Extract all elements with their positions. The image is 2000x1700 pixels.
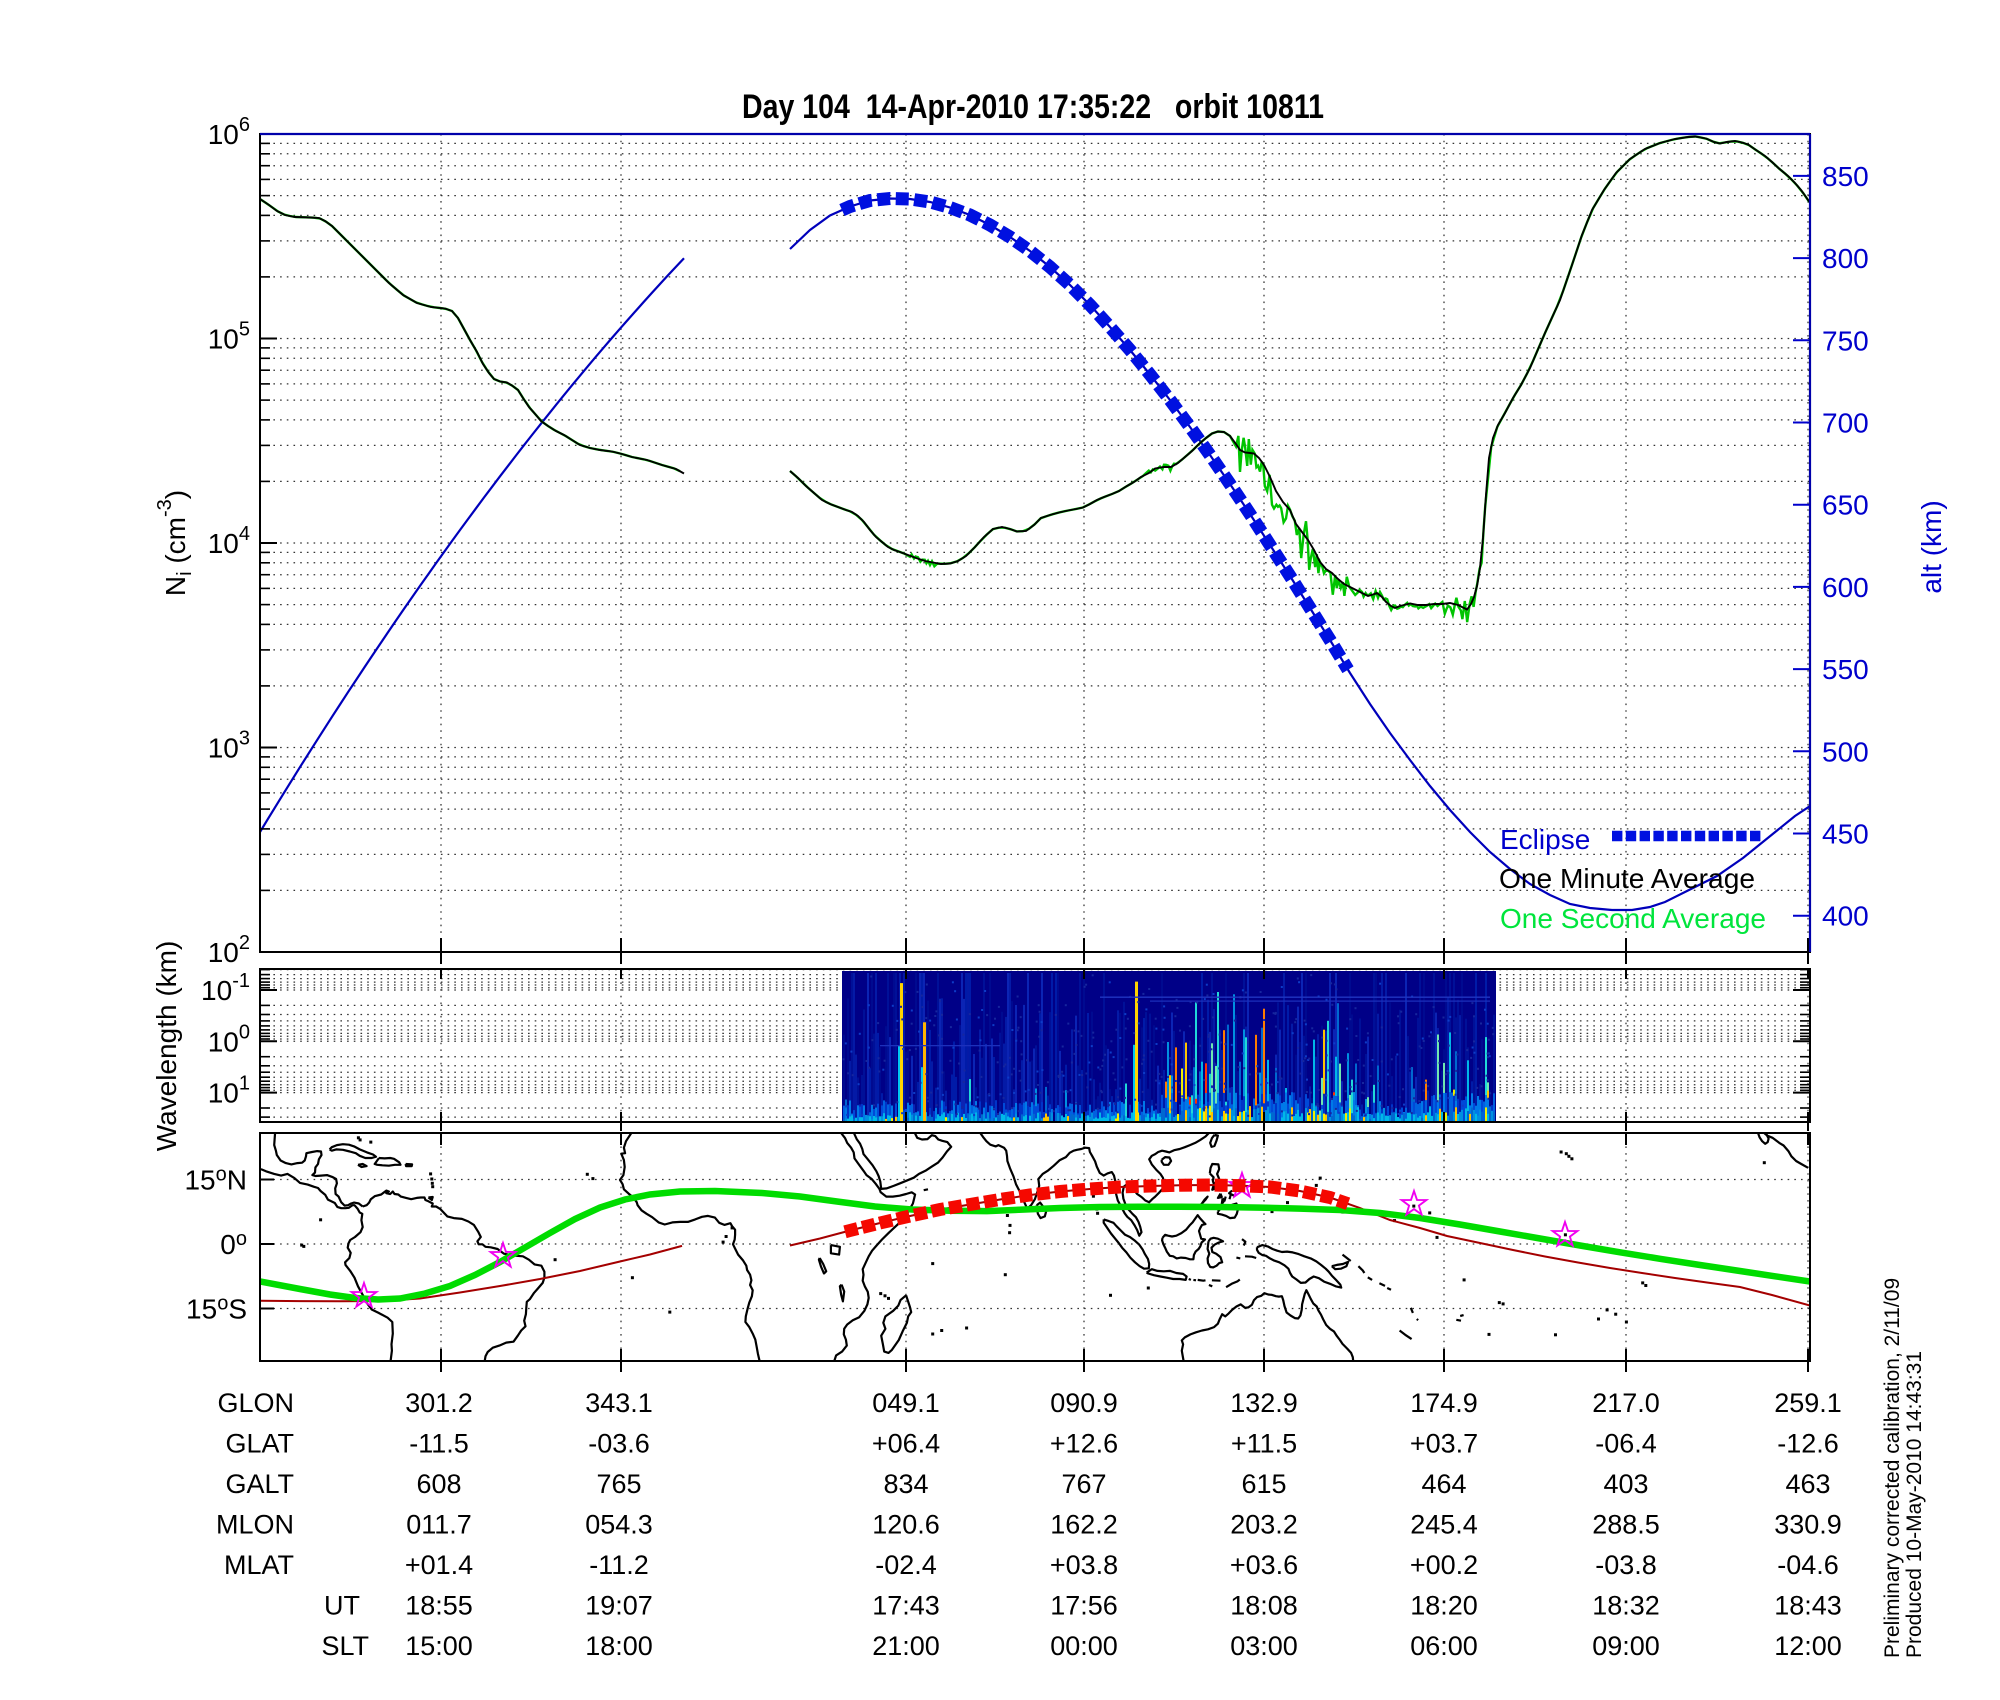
svg-text:17:56: 17:56 [1050, 1591, 1118, 1621]
svg-text:00:00: 00:00 [1050, 1631, 1118, 1661]
svg-text:Preliminary corrected calibrat: Preliminary corrected calibration, 2/11/… [1881, 1278, 1904, 1658]
svg-text:MLAT: MLAT [224, 1550, 294, 1580]
svg-text:650: 650 [1822, 490, 1869, 521]
svg-text:343.1: 343.1 [585, 1388, 653, 1418]
svg-text:301.2: 301.2 [405, 1388, 473, 1418]
svg-text:MLON: MLON [216, 1510, 294, 1540]
svg-text:-03.8: -03.8 [1595, 1550, 1657, 1580]
svg-text:-12.6: -12.6 [1777, 1429, 1839, 1459]
svg-text:GLON: GLON [217, 1388, 294, 1418]
svg-text:+01.4: +01.4 [405, 1550, 473, 1580]
svg-text:-11.5: -11.5 [409, 1429, 469, 1459]
svg-text:15:00: 15:00 [405, 1631, 473, 1661]
svg-text:850: 850 [1822, 161, 1869, 192]
svg-text:550: 550 [1822, 654, 1869, 685]
svg-text:500: 500 [1822, 736, 1869, 767]
svg-text:GALT: GALT [225, 1469, 294, 1499]
svg-text:15oS: 15oS [186, 1293, 247, 1325]
svg-text:18:20: 18:20 [1410, 1591, 1478, 1621]
svg-text:767: 767 [1061, 1469, 1106, 1499]
svg-text:203.2: 203.2 [1230, 1510, 1298, 1540]
svg-text:217.0: 217.0 [1592, 1388, 1660, 1418]
svg-text:12:00: 12:00 [1774, 1631, 1842, 1661]
svg-text:615: 615 [1241, 1469, 1286, 1499]
svg-text:463: 463 [1785, 1469, 1830, 1499]
svg-text:21:00: 21:00 [872, 1631, 940, 1661]
svg-text:400: 400 [1822, 901, 1869, 932]
svg-text:834: 834 [883, 1469, 928, 1499]
svg-text:765: 765 [596, 1469, 641, 1499]
svg-text:-04.6: -04.6 [1777, 1550, 1839, 1580]
svg-text:245.4: 245.4 [1410, 1510, 1478, 1540]
svg-text:750: 750 [1822, 325, 1869, 356]
svg-text:288.5: 288.5 [1592, 1510, 1660, 1540]
svg-text:alt (km): alt (km) [1916, 500, 1947, 593]
svg-text:174.9: 174.9 [1410, 1388, 1478, 1418]
svg-text:-03.6: -03.6 [588, 1429, 650, 1459]
svg-text:049.1: 049.1 [872, 1388, 940, 1418]
svg-text:-11.2: -11.2 [589, 1550, 649, 1580]
svg-text:One Second Average: One Second Average [1500, 903, 1766, 934]
svg-text:+03.7: +03.7 [1410, 1429, 1478, 1459]
svg-text:011.7: 011.7 [406, 1510, 472, 1540]
svg-text:18:43: 18:43 [1774, 1591, 1842, 1621]
svg-text:+00.2: +00.2 [1410, 1550, 1478, 1580]
svg-text:Produced 10-May-2010 14:43:31: Produced 10-May-2010 14:43:31 [1903, 1351, 1926, 1658]
svg-text:132.9: 132.9 [1230, 1388, 1298, 1418]
svg-text:259.1: 259.1 [1774, 1388, 1842, 1418]
svg-text:03:00: 03:00 [1230, 1631, 1298, 1661]
svg-text:330.9: 330.9 [1774, 1510, 1842, 1540]
svg-text:-02.4: -02.4 [875, 1550, 937, 1580]
svg-text:+12.6: +12.6 [1050, 1429, 1118, 1459]
svg-text:104: 104 [208, 523, 250, 559]
svg-text:608: 608 [416, 1469, 461, 1499]
svg-text:GLAT: GLAT [225, 1429, 294, 1459]
svg-text:101: 101 [208, 1073, 250, 1109]
svg-text:700: 700 [1822, 408, 1869, 439]
svg-text:450: 450 [1822, 819, 1869, 850]
svg-text:403: 403 [1603, 1469, 1648, 1499]
svg-text:090.9: 090.9 [1050, 1388, 1118, 1418]
svg-text:054.3: 054.3 [585, 1510, 653, 1540]
svg-text:162.2: 162.2 [1050, 1510, 1118, 1540]
svg-text:-06.4: -06.4 [1595, 1429, 1657, 1459]
svg-text:One Minute Average: One Minute Average [1499, 863, 1755, 894]
svg-text:18:08: 18:08 [1230, 1591, 1298, 1621]
svg-text:09:00: 09:00 [1592, 1631, 1660, 1661]
svg-text:UT: UT [324, 1591, 360, 1621]
svg-text:+06.4: +06.4 [872, 1429, 940, 1459]
svg-text:17:43: 17:43 [872, 1591, 940, 1621]
svg-text:Wavelength (km): Wavelength (km) [151, 941, 182, 1152]
svg-text:+11.5: +11.5 [1231, 1429, 1297, 1459]
svg-text:464: 464 [1421, 1469, 1466, 1499]
svg-text:19:07: 19:07 [585, 1591, 653, 1621]
svg-text:18:00: 18:00 [585, 1631, 653, 1661]
svg-text:06:00: 06:00 [1410, 1631, 1478, 1661]
svg-text:Eclipse: Eclipse [1500, 824, 1590, 855]
svg-text:SLT: SLT [321, 1631, 369, 1661]
svg-text:+03.8: +03.8 [1050, 1550, 1118, 1580]
svg-text:+03.6: +03.6 [1230, 1550, 1298, 1580]
svg-text:600: 600 [1822, 572, 1869, 603]
svg-text:800: 800 [1822, 243, 1869, 274]
svg-text:18:55: 18:55 [405, 1591, 473, 1621]
svg-text:18:32: 18:32 [1592, 1591, 1660, 1621]
svg-text:Day 104 14-Apr-2010 17:35:22: Day 104 14-Apr-2010 17:35:22 orbit 10811 [742, 88, 1324, 126]
svg-text:120.6: 120.6 [872, 1510, 940, 1540]
